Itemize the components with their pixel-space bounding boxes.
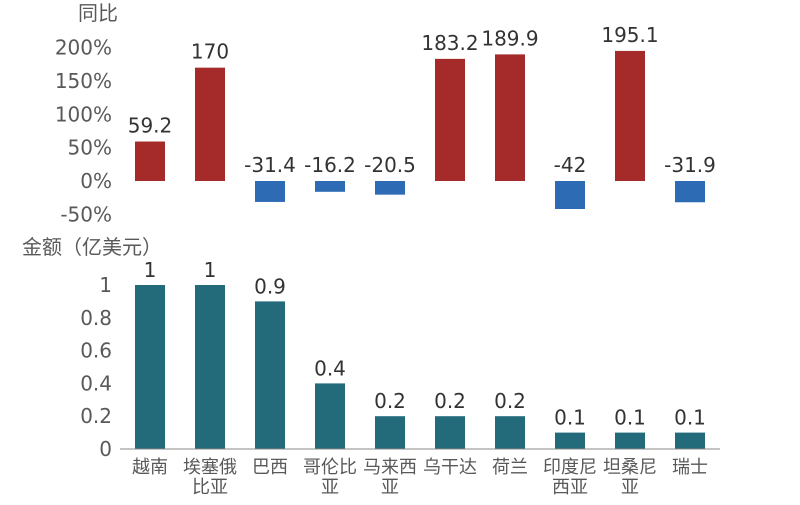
yoy-data-label: -31.9 xyxy=(664,153,716,177)
amount-data-label: 0.2 xyxy=(434,389,466,413)
yoy-bar xyxy=(315,181,345,192)
amount-bar xyxy=(675,432,705,449)
amount-data-label: 0.9 xyxy=(254,274,286,298)
x-tick-label: 埃塞俄比亚 xyxy=(183,457,237,498)
yoy-data-label: 189.9 xyxy=(481,26,538,50)
amount-data-label: 0.1 xyxy=(554,406,586,430)
yoy-data-label: -31.4 xyxy=(244,153,296,177)
amount-axis-title: 金额（亿美元） xyxy=(22,235,162,259)
amount-data-label: 1 xyxy=(204,258,217,282)
amount-bar xyxy=(495,416,525,449)
amount-data-label: 0.2 xyxy=(374,389,406,413)
yoy-y-tick-label: -50% xyxy=(60,202,112,226)
yoy-y-tick-label: 50% xyxy=(68,136,112,160)
yoy-y-tick-label: 100% xyxy=(55,102,112,126)
amount-y-tick-label: 0 xyxy=(99,437,112,461)
amount-bar xyxy=(255,301,285,449)
yoy-bar xyxy=(615,50,645,181)
amount-y-tick-label: 0.8 xyxy=(80,306,112,330)
amount-y-tick-label: 1 xyxy=(99,273,112,297)
amount-y-tick-label: 0.6 xyxy=(80,339,112,363)
amount-bar xyxy=(315,383,345,449)
yoy-bar xyxy=(135,141,165,181)
x-tick-label: 马来西亚 xyxy=(363,457,417,498)
x-tick-label: 坦桑尼亚 xyxy=(603,457,657,498)
amount-y-tick-label: 0.4 xyxy=(80,371,112,395)
amount-data-label: 0.1 xyxy=(674,406,706,430)
amount-y-tick-label: 0.2 xyxy=(80,404,112,428)
amount-chart: 金额（亿美元） 0 0.2 0.4 0.6 0.8 1 1 1 0.9 0.4 0.2 0.2 0.2 0… xyxy=(22,235,720,498)
amount-bar xyxy=(135,285,165,449)
x-tick-label: 乌干达 xyxy=(423,457,477,478)
amount-bar xyxy=(435,416,465,449)
yoy-data-label: -16.2 xyxy=(304,153,356,177)
x-tick-label: 印度尼西亚 xyxy=(543,457,597,498)
yoy-y-tick-label: 150% xyxy=(55,69,112,93)
yoy-chart: 同比 -50% 0% 50% 100% 150% 200% 59.2 170 -31.4 -16.… xyxy=(55,1,716,226)
yoy-y-tick-label: 200% xyxy=(55,36,112,60)
yoy-y-tick-label: 0% xyxy=(80,169,112,193)
yoy-data-label: -20.5 xyxy=(364,153,416,177)
yoy-bar xyxy=(435,58,465,181)
yoy-data-label: 183.2 xyxy=(421,31,478,55)
yoy-bar xyxy=(375,181,405,195)
amount-bar xyxy=(615,432,645,449)
amount-data-label: 0.1 xyxy=(614,406,646,430)
yoy-bar xyxy=(195,67,225,181)
amount-data-label: 1 xyxy=(144,258,157,282)
yoy-bar xyxy=(675,181,705,203)
x-tick-label: 越南 xyxy=(132,457,168,478)
x-tick-label: 瑞士 xyxy=(672,457,708,478)
yoy-data-label: -42 xyxy=(554,153,587,177)
yoy-axis-title: 同比 xyxy=(78,1,118,25)
amount-data-label: 0.4 xyxy=(314,356,346,380)
amount-bar xyxy=(375,416,405,449)
yoy-bar xyxy=(255,181,285,202)
yoy-bar xyxy=(495,54,525,181)
yoy-bar xyxy=(555,181,585,210)
yoy-data-label: 195.1 xyxy=(601,23,658,47)
amount-bar xyxy=(195,285,225,449)
yoy-data-label: 170 xyxy=(191,40,229,64)
amount-data-label: 0.2 xyxy=(494,389,526,413)
yoy-data-label: 59.2 xyxy=(128,114,173,138)
amount-bar xyxy=(555,432,585,449)
x-tick-label: 巴西 xyxy=(252,457,288,478)
x-tick-label: 荷兰 xyxy=(492,457,528,478)
x-tick-label: 哥伦比亚 xyxy=(303,457,357,498)
